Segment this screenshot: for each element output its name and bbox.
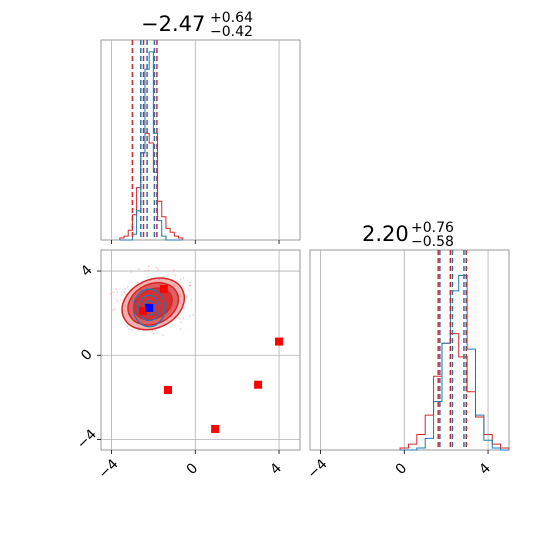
sample-point <box>146 276 149 278</box>
histogram-x <box>111 40 280 241</box>
sample-point <box>180 278 182 280</box>
sample-point <box>182 307 185 309</box>
sample-point <box>113 308 116 310</box>
sample-point <box>155 267 158 269</box>
sample-point <box>138 268 140 271</box>
sample-point <box>184 305 187 307</box>
contour-a-1 <box>138 294 161 322</box>
tick-label-hy-0: −4 <box>305 456 331 482</box>
tick-label-y-2: 4 <box>78 262 96 280</box>
tick-label-x-1: 0 <box>184 460 202 478</box>
histogram-x-series-a <box>119 51 183 241</box>
title-y-minus: −0.58 <box>411 234 454 250</box>
sample-point <box>173 284 176 286</box>
title-x-minus: −0.42 <box>210 24 253 40</box>
sample-point <box>126 325 128 327</box>
sample-point <box>147 269 150 272</box>
title-y-plus: +0.76 <box>411 220 454 236</box>
sample-point <box>136 281 139 284</box>
sample-point <box>192 314 195 316</box>
sample-point <box>162 334 164 336</box>
tick-label-hy-1: 0 <box>393 460 411 478</box>
sample-point <box>166 274 169 276</box>
sample-point <box>178 299 181 302</box>
sample-point <box>179 328 182 330</box>
sample-point <box>189 281 192 284</box>
sample-point <box>112 309 114 311</box>
tick-label-x-2: 4 <box>267 460 285 478</box>
panel-x-histogram-frame <box>100 39 301 241</box>
sample-point <box>110 291 113 294</box>
panel-xy-scatter-frame <box>100 249 301 451</box>
contour-a-0 <box>132 288 166 328</box>
sample-point <box>185 295 188 298</box>
histogram-y-series-b <box>399 333 510 450</box>
sample-point <box>156 269 159 272</box>
sample-point <box>182 317 185 319</box>
sample-point <box>152 332 155 335</box>
marker-0 <box>138 307 147 316</box>
title-x-value: −2.47 <box>141 12 205 36</box>
tick-label-x-0: −4 <box>96 456 122 482</box>
sample-point <box>162 275 164 278</box>
sample-point <box>124 304 127 307</box>
tick-label-y-0: −4 <box>74 426 100 452</box>
marker-2 <box>275 337 284 346</box>
sample-point <box>121 293 123 296</box>
sample-point <box>182 277 185 279</box>
sample-point <box>158 278 161 281</box>
sample-point <box>113 291 115 294</box>
sample-point <box>174 274 177 277</box>
marker-5 <box>211 424 220 433</box>
histogram-y <box>320 250 510 451</box>
sample-point <box>116 291 119 294</box>
sample-point <box>109 293 112 295</box>
sample-point <box>110 310 113 313</box>
sample-point <box>179 295 181 298</box>
sample-point <box>178 317 181 320</box>
marker-3 <box>164 386 173 394</box>
truth-marker <box>145 303 154 312</box>
sample-point <box>127 313 129 316</box>
tick-label-y-1: 0 <box>78 346 96 364</box>
marker-4 <box>254 380 263 389</box>
sample-point <box>180 321 182 323</box>
sample-point <box>144 269 146 272</box>
histogram-y-series-a <box>400 274 509 451</box>
sample-point <box>148 265 150 268</box>
sample-point <box>173 269 176 272</box>
sample-point <box>154 329 157 332</box>
sample-point <box>157 268 160 270</box>
sample-point <box>188 315 191 318</box>
sample-point <box>124 291 126 293</box>
sample-point <box>115 288 118 291</box>
marker-1 <box>159 284 168 293</box>
sample-point <box>119 299 122 301</box>
sample-point <box>127 285 129 288</box>
scatter-xy <box>101 250 300 450</box>
sample-point <box>188 285 191 287</box>
tick-label-hy-2: 4 <box>476 460 494 478</box>
title-x-plus: +0.64 <box>210 10 253 26</box>
panel-y-histogram-frame <box>309 249 510 451</box>
sample-point <box>130 271 133 273</box>
sample-point <box>124 287 126 290</box>
sample-point <box>124 293 127 296</box>
sample-point <box>115 300 118 302</box>
axis-ticks: −4 −4 −4 0 0 0 4 4 4 <box>74 240 494 482</box>
title-y-value: 2.20 <box>362 222 409 246</box>
sample-point <box>179 293 182 296</box>
sample-point <box>130 329 133 331</box>
sample-point <box>190 299 193 301</box>
sample-point <box>124 310 126 312</box>
sample-point <box>187 289 190 291</box>
histogram-x-series-b <box>119 132 184 240</box>
